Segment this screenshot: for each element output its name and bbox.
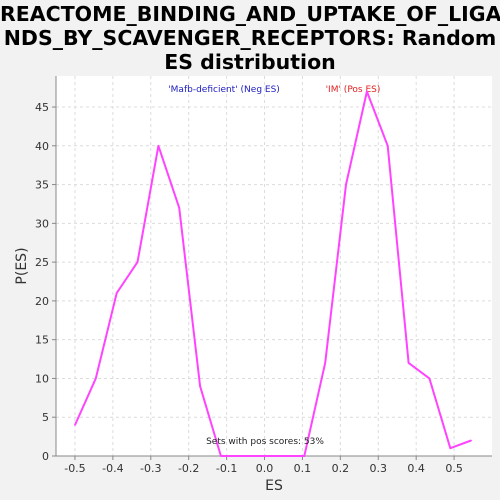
y-tick-label: 0	[42, 450, 49, 463]
data-point	[136, 261, 139, 263]
data-point	[366, 90, 368, 93]
x-tick-label: -0.4	[102, 462, 123, 475]
data-point	[386, 144, 389, 147]
data-point	[470, 439, 472, 442]
x-axis-title: ES	[265, 478, 283, 494]
data-point	[407, 362, 410, 364]
data-point	[220, 455, 222, 457]
y-tick-label: 30	[35, 217, 49, 230]
chart-title: REACTOME_BINDING_AND_UPTAKE_OF_LIGA NDS_…	[0, 2, 500, 74]
y-tick-label: 15	[35, 334, 49, 347]
x-tick-label: -0.3	[140, 462, 161, 475]
x-tick-label: 0.3	[370, 462, 388, 475]
x-tick-label: -0.2	[178, 462, 199, 475]
x-tick-label: 0.5	[445, 462, 463, 475]
x-tick-label: -0.5	[64, 462, 85, 475]
data-point	[428, 377, 431, 380]
data-point	[303, 455, 306, 457]
y-axis-title: P(ES)	[14, 247, 30, 284]
x-tick-label: 0.4	[407, 462, 425, 475]
y-tick-label: 20	[35, 295, 49, 308]
data-point	[157, 144, 160, 147]
x-tick-label: -0.1	[216, 462, 237, 475]
x-tick-label: 0.0	[256, 462, 274, 475]
plot-area	[56, 76, 492, 456]
legend-neg-es: 'Mafb-deficient' (Neg ES)	[168, 85, 280, 95]
data-point	[449, 447, 452, 450]
data-point	[115, 292, 118, 294]
data-point	[178, 207, 181, 209]
legend-pos-es: 'IM' (Pos ES)	[326, 85, 381, 95]
data-point	[324, 362, 326, 364]
y-tick-label: 5	[42, 411, 49, 424]
series-line	[74, 90, 472, 457]
x-tick-label: 0.2	[332, 462, 350, 475]
y-tick-label: 40	[35, 140, 49, 153]
pos-scores-annotation: Sets with pos scores: 53%	[206, 437, 324, 447]
data-point	[261, 455, 264, 457]
data-point	[345, 183, 347, 186]
data-point	[240, 455, 243, 457]
y-tick-label: 35	[35, 179, 49, 192]
y-tick-label: 45	[35, 101, 49, 114]
y-tick-label: 10	[35, 372, 49, 385]
data-point	[95, 377, 97, 380]
data-point	[199, 385, 201, 388]
data-point	[74, 424, 76, 426]
data-point	[282, 455, 285, 457]
y-tick-label: 25	[35, 256, 49, 269]
x-tick-label: 0.1	[294, 462, 312, 475]
